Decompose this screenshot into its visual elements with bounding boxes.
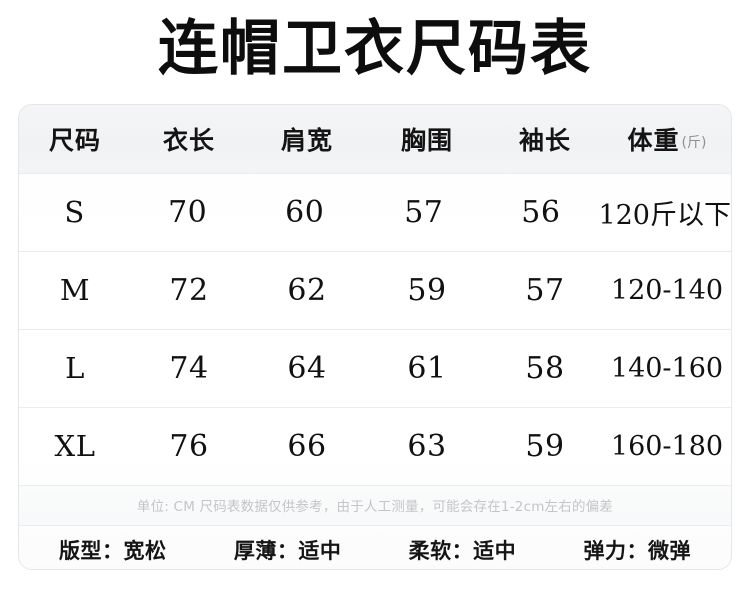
- column-header-weight: 体重 (斤): [603, 121, 731, 157]
- page-title: 连帽卫衣尺码表: [158, 14, 592, 84]
- column-header-shoulder: 肩宽: [247, 121, 367, 157]
- cell-chest: 57: [404, 194, 444, 230]
- cell-sleeve: 58: [525, 350, 565, 386]
- cell-weight: 140-160: [610, 352, 724, 384]
- measurement-note: 单位: CM 尺码表数据仅供参考，由于人工测量，可能会存在1-2cm左右的偏差: [136, 499, 614, 515]
- column-header-chest-label: 胸围: [400, 126, 453, 155]
- fabric-attributes-row: 版型：宽松 厚薄：适中 柔软：适中 弹力：微弹: [19, 525, 731, 569]
- measurement-note-row: 单位: CM 尺码表数据仅供参考，由于人工测量，可能会存在1-2cm左右的偏差: [19, 485, 731, 525]
- cell-size: M: [59, 273, 91, 307]
- cell-chest: 61: [407, 350, 447, 386]
- attribute-elasticity: 弹力：微弹: [583, 539, 691, 563]
- table-row: XL 76 66 63 59 160-180: [19, 407, 731, 485]
- column-header-sleeve-label: 袖长: [518, 126, 571, 155]
- cell-sleeve: 57: [525, 272, 565, 308]
- cell-sleeve: 59: [525, 428, 565, 464]
- column-header-weight-label: 体重: [627, 126, 680, 155]
- column-header-length: 衣长: [131, 121, 247, 157]
- attribute-softness: 柔软：适中: [408, 539, 517, 563]
- cell-size: S: [64, 195, 85, 229]
- table-header-row: 尺码 衣长 肩宽 胸围 袖长 体重 (斤): [19, 105, 731, 173]
- cell-length: 74: [169, 350, 209, 386]
- cell-size: L: [65, 351, 85, 385]
- attribute-thickness: 厚薄：适中: [233, 539, 342, 563]
- cell-chest: 63: [407, 428, 447, 464]
- cell-size: XL: [54, 429, 96, 463]
- column-header-size-label: 尺码: [48, 126, 101, 155]
- cell-weight: 120-140: [610, 274, 724, 306]
- cell-length: 76: [169, 428, 209, 464]
- cell-sleeve: 56: [521, 194, 561, 230]
- table-row: S 70 60 57 56 120斤以下: [19, 173, 731, 251]
- attribute-fit: 版型：宽松: [59, 539, 167, 563]
- column-header-chest: 胸围: [367, 121, 487, 157]
- cell-weight: 160-180: [610, 430, 724, 462]
- column-header-shoulder-label: 肩宽: [280, 126, 333, 155]
- fabric-attributes-list: 版型：宽松 厚薄：适中 柔软：适中 弹力：微弹: [59, 535, 691, 565]
- cell-weight: 120斤以下: [598, 199, 731, 231]
- column-header-sleeve: 袖长: [487, 121, 603, 157]
- cell-shoulder: 64: [287, 350, 327, 386]
- cell-shoulder: 66: [287, 428, 327, 464]
- table-row: L 74 64 61 58 140-160: [19, 329, 731, 407]
- column-header-weight-unit: (斤): [681, 135, 707, 151]
- column-header-length-label: 衣长: [162, 126, 215, 155]
- cell-chest: 59: [407, 272, 447, 308]
- column-header-size: 尺码: [19, 121, 131, 157]
- cell-shoulder: 60: [285, 194, 325, 230]
- size-chart-table: 尺码 衣长 肩宽 胸围 袖长 体重 (斤) S 70 60 57 56: [18, 104, 732, 570]
- cell-length: 70: [168, 194, 208, 230]
- table-row: M 72 62 59 57 120-140: [19, 251, 731, 329]
- cell-length: 72: [169, 272, 209, 308]
- cell-shoulder: 62: [287, 272, 327, 308]
